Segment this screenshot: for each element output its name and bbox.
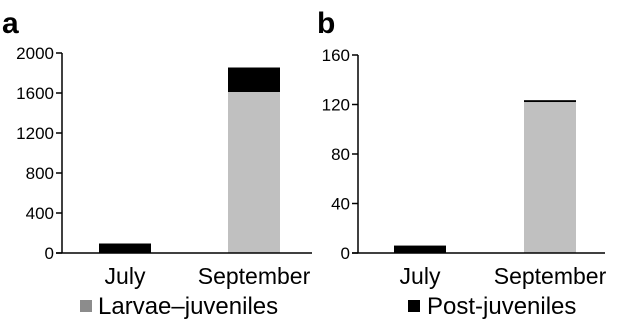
plot-area-b: July September 0 40 80 120 160 bbox=[322, 46, 607, 289]
bar-larvae-juveniles-september bbox=[524, 102, 576, 254]
x-tick-label-july: July bbox=[105, 263, 146, 289]
y-tick-label-120: 120 bbox=[322, 96, 350, 115]
x-tick-label-july: July bbox=[400, 263, 441, 289]
legend-label-post-juveniles: Post-juveniles bbox=[427, 293, 576, 320]
y-tick-label-160: 160 bbox=[322, 46, 350, 65]
y-tick-label-0: 0 bbox=[341, 244, 350, 263]
y-tick-label-40: 40 bbox=[331, 195, 350, 214]
chart-panel-a: a July September 0 400 800 1200 1600 2000 bbox=[2, 7, 312, 289]
y-tick-label-1600: 1600 bbox=[16, 84, 54, 103]
legend-swatch-larvae-juveniles bbox=[80, 300, 92, 312]
panel-label-a: a bbox=[2, 7, 19, 40]
bar-post-juveniles-september bbox=[524, 100, 576, 103]
chart-panel-b: b July September 0 40 80 120 160 bbox=[317, 7, 607, 289]
panel-label-b: b bbox=[317, 7, 335, 40]
legend-label-larvae-juveniles: Larvae–juveniles bbox=[98, 293, 278, 320]
bar-larvae-juveniles-september bbox=[228, 92, 280, 253]
bar-post-juveniles-july bbox=[99, 243, 151, 253]
y-tick-label-80: 80 bbox=[331, 145, 350, 164]
y-tick-label-400: 400 bbox=[26, 204, 54, 223]
y-tick-label-0: 0 bbox=[45, 244, 54, 263]
y-tick-label-800: 800 bbox=[26, 164, 54, 183]
legend: Larvae–juveniles Post-juveniles bbox=[80, 293, 576, 320]
y-tick-label-1200: 1200 bbox=[16, 124, 54, 143]
x-tick-label-september: September bbox=[494, 263, 607, 289]
bar-post-juveniles-july bbox=[394, 245, 446, 253]
legend-swatch-post-juveniles bbox=[408, 300, 420, 312]
bar-post-juveniles-september bbox=[228, 67, 280, 92]
x-tick-label-september: September bbox=[198, 263, 311, 289]
y-tick-label-2000: 2000 bbox=[16, 44, 54, 63]
plot-area-a: July September 0 400 800 1200 1600 2000 bbox=[16, 44, 312, 289]
